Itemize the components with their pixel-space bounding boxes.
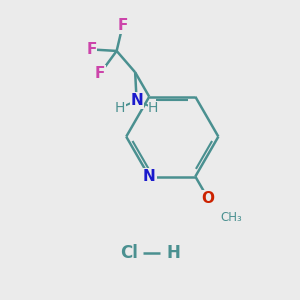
Text: CH₃: CH₃ bbox=[220, 211, 242, 224]
Text: H: H bbox=[148, 101, 158, 115]
Text: F: F bbox=[95, 66, 106, 81]
Text: Cl: Cl bbox=[120, 244, 138, 262]
Text: F: F bbox=[86, 42, 97, 57]
Text: H: H bbox=[166, 244, 180, 262]
Text: N: N bbox=[143, 169, 156, 184]
Text: O: O bbox=[202, 191, 214, 206]
Text: H: H bbox=[115, 101, 125, 115]
Text: N: N bbox=[130, 93, 143, 108]
Text: F: F bbox=[117, 18, 128, 33]
